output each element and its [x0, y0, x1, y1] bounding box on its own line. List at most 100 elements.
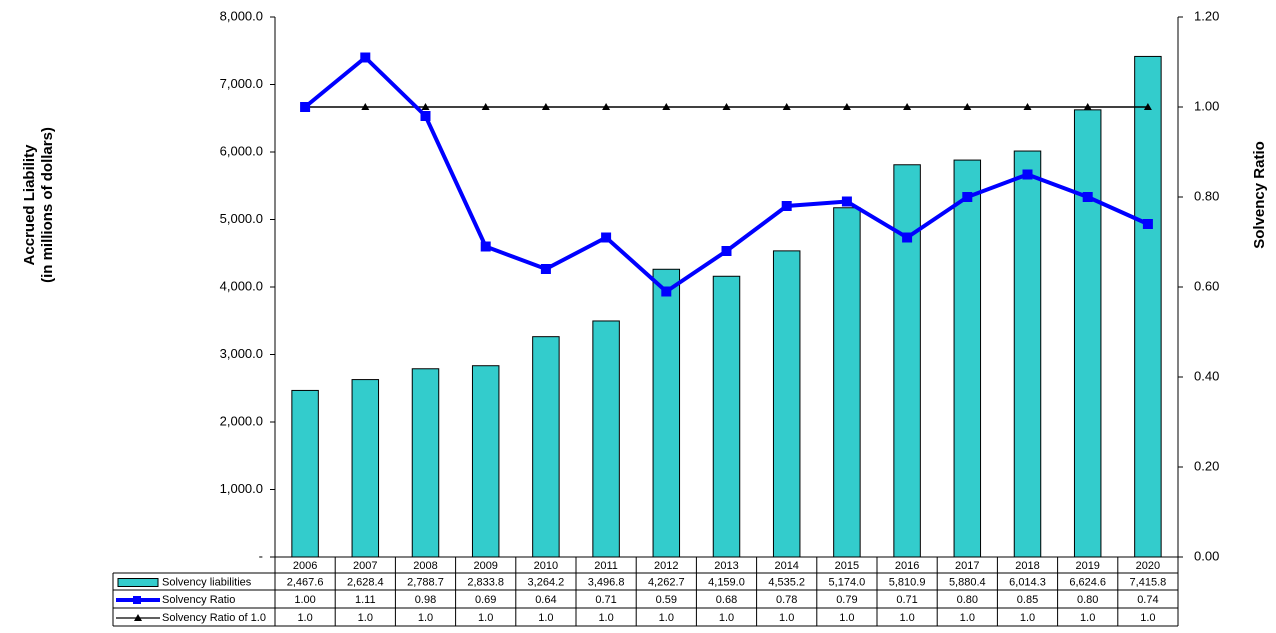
table-value: 3,496.8	[588, 576, 625, 588]
x-tick-label: 2010	[534, 560, 558, 572]
x-tick-label: 2018	[1015, 560, 1039, 572]
table-value: 0.64	[535, 594, 556, 606]
marker	[481, 103, 490, 110]
y-tick-label: -	[259, 548, 263, 563]
y2-tick-label: 0.20	[1194, 458, 1219, 473]
table-value: 1.11	[355, 594, 376, 606]
table-value: 0.71	[595, 594, 616, 606]
bar	[411, 368, 440, 558]
table-value: 1.0	[899, 612, 914, 624]
table-value: 1.0	[839, 612, 854, 624]
table-value: 0.80	[1077, 594, 1098, 606]
legend-key	[133, 596, 141, 604]
marker	[903, 103, 912, 110]
table-value: 0.59	[656, 594, 677, 606]
bar	[1073, 109, 1102, 558]
table-value: 0.80	[957, 594, 978, 606]
table-value: 1.0	[960, 612, 975, 624]
marker	[842, 103, 851, 110]
table-value: 1.0	[1080, 612, 1095, 624]
marker	[602, 103, 611, 110]
table-value: 1.0	[1140, 612, 1155, 624]
table-value: 1.0	[719, 612, 734, 624]
table-value: 1.0	[598, 612, 613, 624]
marker	[361, 103, 370, 110]
marker	[902, 232, 913, 243]
bar	[652, 268, 681, 558]
x-tick-label: 2017	[955, 560, 979, 572]
marker	[722, 103, 731, 110]
y2-tick-label: 0.60	[1194, 278, 1219, 293]
table-value: 2,467.6	[287, 576, 324, 588]
y-tick-label: 5,000.0	[220, 211, 263, 226]
table-value: 0.85	[1017, 594, 1038, 606]
marker	[541, 103, 550, 110]
table-value: 1.0	[538, 612, 553, 624]
table-value: 5,810.9	[889, 576, 926, 588]
x-tick-label: 2013	[714, 560, 738, 572]
table-value: 0.69	[475, 594, 496, 606]
table-value: 0.71	[896, 594, 917, 606]
table-value: 0.68	[716, 594, 737, 606]
x-tick-label: 2014	[774, 560, 798, 572]
marker	[1083, 103, 1092, 110]
table-value: 2,788.7	[407, 576, 444, 588]
y2-tick-label: 1.00	[1194, 98, 1219, 113]
marker	[1022, 169, 1033, 180]
marker	[1143, 103, 1152, 110]
table-value: 5,174.0	[829, 576, 866, 588]
table-value: 0.98	[415, 594, 436, 606]
table-value: 4,262.7	[648, 576, 685, 588]
marker	[360, 52, 371, 63]
y2-tick-label: 0.00	[1194, 548, 1219, 563]
x-tick-label: 2008	[413, 560, 437, 572]
marker	[782, 103, 791, 110]
y-tick-label: 7,000.0	[220, 76, 263, 91]
x-tick-label: 2012	[654, 560, 678, 572]
marker	[962, 192, 973, 202]
bar	[532, 336, 560, 558]
table-value: 2,833.8	[467, 576, 504, 588]
legend-key	[117, 578, 159, 587]
table-value: 7,415.8	[1130, 576, 1167, 588]
x-tick-label: 2019	[1075, 560, 1099, 572]
marker	[781, 201, 792, 211]
marker	[300, 102, 311, 112]
bar	[1134, 55, 1162, 558]
table-value: 5,880.4	[949, 576, 986, 588]
marker	[841, 196, 852, 207]
y-tick-label: 8,000.0	[220, 8, 263, 23]
table-value: 4,159.0	[708, 576, 745, 588]
y2-tick-label: 0.80	[1194, 188, 1219, 203]
table-value: 0.74	[1137, 594, 1158, 606]
x-tick-label: 2009	[473, 560, 497, 572]
y2-axis-title: Solvency Ratio	[1251, 141, 1268, 249]
y-tick-label: 3,000.0	[220, 346, 263, 361]
marker	[662, 103, 671, 110]
y-axis-title: Accrued Liability	[21, 144, 38, 266]
legend-label: Solvency liabilities	[162, 576, 252, 588]
bar	[1013, 150, 1042, 558]
marker	[601, 232, 612, 243]
bar	[833, 207, 861, 558]
table-value: 0.78	[776, 594, 797, 606]
table-value: 1.00	[294, 594, 315, 606]
bar	[893, 164, 921, 558]
marker	[540, 264, 551, 274]
table-value: 1.0	[779, 612, 794, 624]
table-value: 4,535.2	[768, 576, 805, 588]
legend-label: Solvency Ratio	[162, 594, 235, 606]
table-value: 1.0	[418, 612, 433, 624]
y-tick-label: 6,000.0	[220, 143, 263, 158]
bar	[953, 159, 982, 558]
marker	[1082, 192, 1093, 202]
bar	[772, 250, 801, 558]
marker	[721, 246, 732, 256]
marker	[480, 241, 491, 252]
marker	[1023, 103, 1032, 110]
table-value: 1.0	[297, 612, 312, 624]
table-value: 3,264.2	[528, 576, 565, 588]
table-value: 1.0	[659, 612, 674, 624]
marker	[963, 103, 972, 110]
